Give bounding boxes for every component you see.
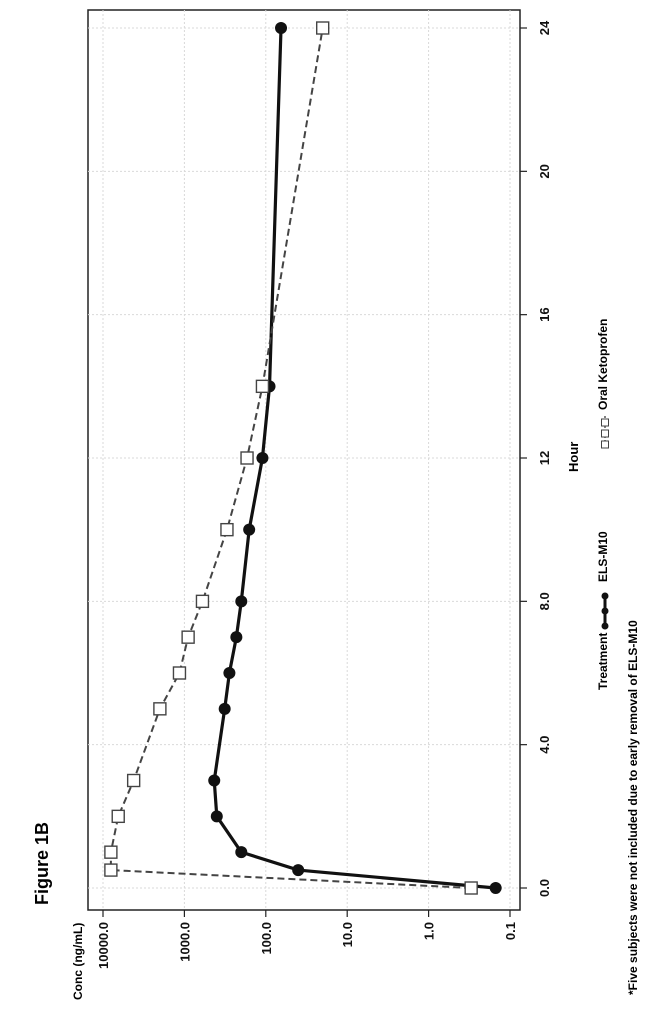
data-point [256,380,268,392]
data-point [221,524,233,536]
legend-title: Treatment [596,633,610,690]
y-tick-label: 1.0 [422,922,437,940]
legend-marker-circle [602,593,609,600]
data-point [173,667,185,679]
data-point [292,864,304,876]
legend-entry-els-m10: ELS-M10 [596,531,610,630]
legend-marker-square [602,419,609,426]
x-tick-label: 8.0 [537,592,552,610]
data-point [128,775,140,787]
legend-marker-square [602,430,609,437]
y-tick-label: 100.0 [259,922,274,955]
data-point [219,703,231,715]
legend-marker-circle [602,608,609,615]
x-axis-title: Hour [566,442,581,472]
data-point [275,22,287,34]
data-point [211,810,223,822]
data-point [241,452,253,464]
data-point [105,864,117,876]
data-point [105,846,117,858]
y-axis-title: Conc (ng/mL) [71,923,85,1000]
data-point [196,595,208,607]
y-tick-label: 10.0 [340,922,355,947]
y-tick-label: 0.1 [503,922,518,940]
data-point [154,703,166,715]
legend: Treatment ELS-M10 Oral Ketoprofen [596,319,610,690]
data-point [235,595,247,607]
data-point [490,882,502,894]
data-point [243,524,255,536]
data-point [223,667,235,679]
data-point [235,846,247,858]
legend-marker-square [602,441,609,448]
x-tick-label: 24 [537,20,552,35]
y-tick-label: 10000.0 [96,922,111,969]
data-point [182,631,194,643]
data-point [112,810,124,822]
x-tick-label: 20 [537,164,552,178]
x-tick-label: 4.0 [537,736,552,754]
x-tick-label: 0.0 [537,879,552,897]
legend-label-els-m10: ELS-M10 [596,531,610,582]
legend-entry-oral-ketoprofen: Oral Ketoprofen [596,319,610,448]
figure-label: Figure 1B [32,822,52,905]
y-tick-label: 1000.0 [177,922,192,962]
legend-marker-circle [602,623,609,630]
data-point [465,882,477,894]
data-point [317,22,329,34]
data-point [230,631,242,643]
footnote: *Five subjects were not included due to … [626,620,640,995]
data-point [256,452,268,464]
data-point [208,775,220,787]
x-tick-label: 16 [537,307,552,321]
legend-label-oral-ketoprofen: Oral Ketoprofen [596,319,610,410]
x-tick-label: 12 [537,451,552,465]
